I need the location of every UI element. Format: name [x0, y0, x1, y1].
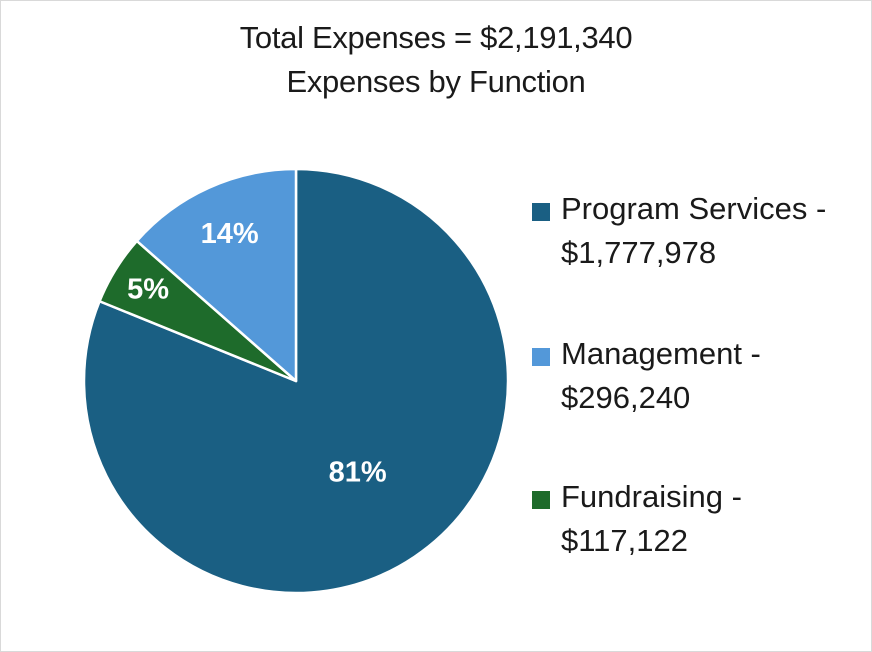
legend-label-line1: Fundraising - [561, 479, 742, 514]
chart-subtitle: Expenses by Function [286, 64, 586, 99]
legend-swatch-management [532, 348, 550, 366]
legend-swatch-fundraising [532, 491, 550, 509]
label-management: 14% [201, 218, 259, 250]
legend-label-line2: $296,240 [561, 380, 691, 415]
label-fundraising: 5% [127, 274, 169, 306]
slice-management [135, 167, 298, 383]
label-program-services: 81% [329, 456, 387, 488]
legend-label-line1: Program Services - [561, 191, 827, 226]
legend-label-line2: $1,777,978 [561, 235, 717, 270]
legend-label-management: Management - $296,240 [561, 332, 761, 420]
chart-title: Total Expenses = $2,191,340 [239, 20, 633, 55]
legend-label-fundraising: Fundraising - $117,122 [561, 475, 742, 563]
legend-label-line2: $117,122 [561, 523, 688, 558]
slice-program-services [82, 167, 510, 595]
legend-label-line1: Management - [561, 336, 761, 371]
legend-label-program-services: Program Services - $1,777,978 [561, 187, 826, 275]
legend-swatch-program-services [532, 203, 550, 221]
